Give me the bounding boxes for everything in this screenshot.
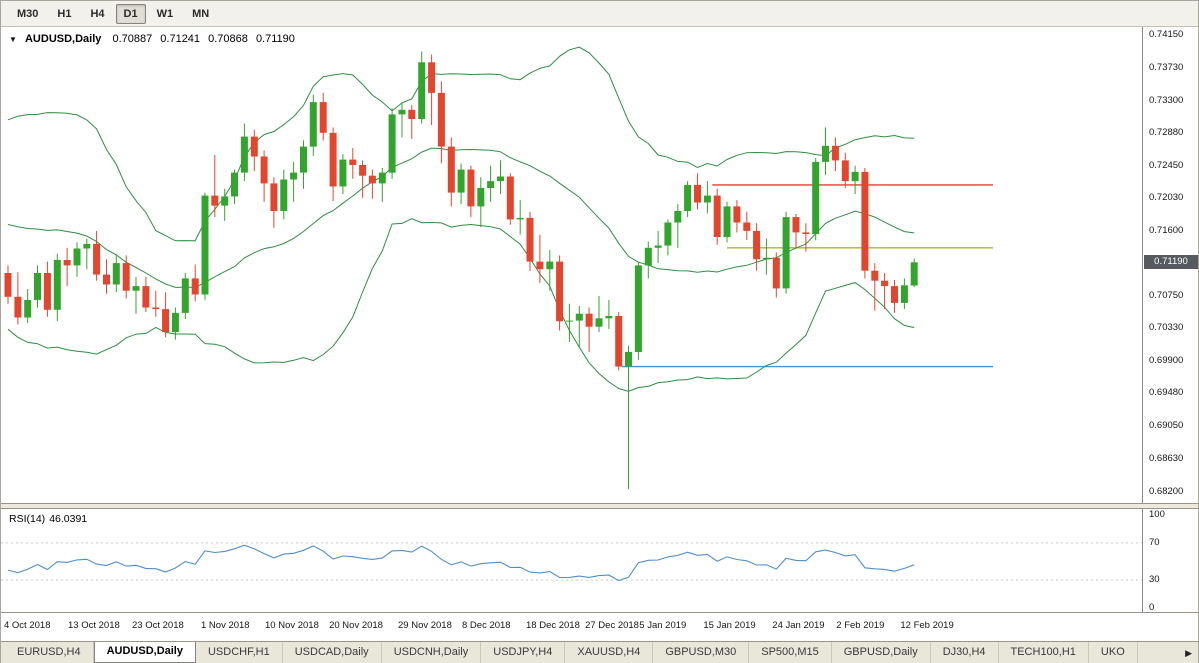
chart-tab-audusd-daily[interactable]: AUDUSD,Daily [93, 642, 196, 663]
main-chart-canvas[interactable] [1, 27, 1143, 503]
date-axis-label: 27 Dec 2018 [585, 620, 639, 631]
chart-tab-uko[interactable]: UKO [1089, 642, 1138, 663]
price-axis-label: 0.69480 [1149, 387, 1184, 399]
chart-tab-gbpusd-daily[interactable]: GBPUSD,Daily [832, 642, 931, 663]
timeframe-button-w1[interactable]: W1 [156, 7, 174, 20]
chart-symbol-label: AUDUSD,Daily [24, 33, 102, 45]
chart-tab-sp500-m15[interactable]: SP500,M15 [749, 642, 832, 663]
price-axis-label: 0.72880 [1149, 126, 1184, 138]
ohlc-open: 0.70887 [112, 33, 153, 45]
ohlc-low: 0.70868 [208, 33, 248, 45]
price-axis-label: 0.71600 [1149, 224, 1184, 236]
chart-tabs: ▶ EURUSD,H4 AUDUSD,Daily USDCHF,H1 USDCAD,D… [1, 641, 1198, 663]
ohlc-close: 0.71190 [255, 33, 295, 45]
ohlc-high: 0.71241 [160, 33, 201, 45]
date-axis[interactable]: 4 Oct 2018 13 Oct 2018 23 Oct 2018 1 Nov 20… [1, 613, 1198, 641]
chart-title: ▼ AUDUSD,Daily 0.70887 0.71241 0.70868 0… [9, 33, 300, 45]
timeframe-button-d1[interactable]: D1 [115, 3, 146, 24]
price-axis-label: 0.72030 [1149, 191, 1184, 203]
price-axis-label: 0.70330 [1149, 322, 1184, 334]
tab-scroll-right-button[interactable]: ▶ [1185, 648, 1192, 658]
object-marker-icon: ▼ [9, 35, 17, 44]
rsi-axis-label: 0 [1149, 602, 1155, 613]
current-price-badge: 0.71190 [1144, 255, 1198, 270]
rsi-name: RSI(14) [9, 513, 46, 525]
date-axis-label: 8 Dec 2018 [462, 620, 511, 631]
price-axis-label: 0.70750 [1149, 290, 1184, 301]
date-axis-label: 29 Nov 2018 [398, 620, 452, 631]
rsi-axis-label: 30 [1149, 574, 1160, 586]
date-axis-label: 20 Nov 2018 [329, 620, 383, 631]
date-axis-label: 4 Oct 2018 [4, 620, 51, 631]
date-axis-label: 13 Oct 2018 [68, 620, 120, 631]
date-axis-label: 18 Dec 2018 [526, 620, 580, 631]
chart-tab-xauusd-h4[interactable]: XAUUSD,H4 [565, 642, 654, 663]
price-axis-label: 0.73300 [1149, 94, 1184, 106]
date-axis-label: 2 Feb 2019 [836, 620, 885, 631]
chart-tab-usdchf-h1[interactable]: USDCHF,H1 [196, 642, 283, 663]
chart-tab-eurusd-h4[interactable]: EURUSD,H4 [5, 642, 94, 663]
rsi-axis-label: 70 [1149, 536, 1160, 548]
date-axis-label: 23 Oct 2018 [132, 620, 184, 631]
date-axis-divider [1, 612, 1198, 613]
price-axis-label: 0.72450 [1149, 159, 1184, 171]
date-axis-label: 5 Jan 2019 [639, 620, 687, 631]
timeframe-button-h4[interactable]: H4 [90, 7, 105, 20]
date-axis-label: 24 Jan 2019 [772, 620, 825, 631]
price-axis-label: 0.74150 [1149, 29, 1184, 41]
chart-area: ▼ AUDUSD,Daily 0.70887 0.71241 0.70868 0… [1, 27, 1198, 641]
chart-tab-usdjpy-h4[interactable]: USDJPY,H4 [481, 642, 566, 663]
rsi-value: 46.0391 [49, 513, 88, 525]
timeframe-button-mn[interactable]: MN [192, 7, 210, 20]
chart-tab-usdcnh-daily[interactable]: USDCNH,Daily [382, 642, 482, 663]
price-axis-label: 0.68200 [1149, 485, 1184, 497]
panel-resize-divider[interactable] [1, 503, 1198, 509]
chart-tab-usdcad-daily[interactable]: USDCAD,Daily [283, 642, 382, 663]
timeframe-button-m30[interactable]: M30 [17, 7, 39, 20]
rsi-indicator-label: RSI(14) 46.0391 [9, 513, 91, 525]
price-axis-label: 0.69050 [1149, 420, 1184, 432]
chart-tab-dj30-h4[interactable]: DJ30,H4 [931, 642, 999, 663]
rsi-canvas[interactable] [1, 509, 1143, 611]
date-axis-label: 12 Feb 2019 [900, 620, 954, 631]
price-axis-label: 0.73730 [1149, 61, 1184, 73]
chart-tab-gbpusd-m30[interactable]: GBPUSD,M30 [653, 642, 750, 663]
timeframe-button-h1[interactable]: H1 [57, 7, 72, 20]
chart-tab-tech100-h1[interactable]: TECH100,H1 [999, 642, 1089, 663]
rsi-axis-label: 100 [1149, 509, 1165, 520]
price-axis-label: 0.68630 [1149, 452, 1184, 464]
price-axis-label: 0.69900 [1149, 355, 1184, 367]
timeframe-bar: M30 H1 H4 D1 W1 MN [1, 1, 1198, 27]
date-axis-label: 1 Nov 2018 [201, 620, 250, 631]
date-axis-label: 15 Jan 2019 [703, 620, 756, 631]
date-axis-label: 10 Nov 2018 [265, 620, 319, 631]
price-axis[interactable]: 0.71190 0.74150 0.73730 0.73300 0.72880 0.72… [1142, 27, 1198, 613]
